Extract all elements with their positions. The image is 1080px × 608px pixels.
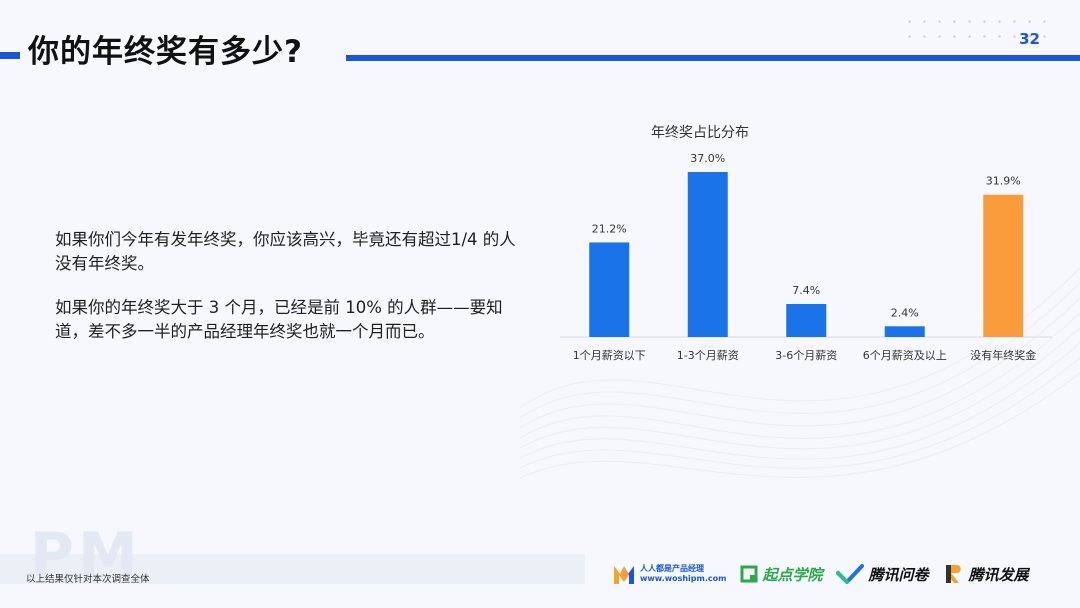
page-title: 你的年终奖有多少?: [28, 34, 303, 70]
partner-logos: 人人都是产品经理 www.woshipm.com 起点学院 腾讯问卷 腾讯发展: [612, 562, 1029, 586]
qidian-name: 起点学院: [762, 565, 823, 584]
paragraph-1: 如果你们今年有发年终奖，你应该高兴，毕竟还有超过1/4 的人没有年终奖。: [55, 230, 516, 273]
data-label-1: 21.2%: [592, 222, 627, 235]
qidian-icon: [740, 565, 758, 583]
woshipm-url: www.woshipm.com: [640, 574, 727, 583]
tencent-dev-logo: 腾讯发展: [943, 562, 1029, 586]
page-number: 32: [1019, 30, 1040, 48]
title-underline: [346, 55, 1080, 61]
tencent-dev-icon: [945, 565, 961, 583]
x-tick-label-2: 1-3个月薪资: [677, 349, 739, 362]
bar-chart: 年终奖占比分布 21.2% 1个月薪资以下 37.0% 1-3个月薪资 7.4% 3-6个…: [560, 124, 1052, 362]
data-label-2: 37.0%: [690, 152, 725, 165]
woshipm-name: 人人都是产品经理: [640, 564, 704, 573]
footer-strip: [0, 554, 585, 584]
paragraph-2: 如果你的年终奖大于 3 个月，已经是前 10% 的人群——要知道，差不多一半的产…: [55, 298, 503, 341]
bar-5: [983, 194, 1024, 337]
background-wave-decoration: [520, 267, 1080, 479]
wenjuan-name: 腾讯问卷: [868, 565, 929, 584]
x-tick-label-3: 3-6个月薪资: [775, 349, 837, 362]
woshipm-icon: [614, 566, 634, 584]
tencent-dev-name: 腾讯发展: [968, 565, 1029, 584]
title-accent-bar: [0, 52, 20, 59]
chart-title: 年终奖占比分布: [651, 124, 749, 141]
data-label-3: 7.4%: [792, 284, 820, 297]
bar-2: [687, 172, 728, 337]
body-text: 如果你们今年有发年终奖，你应该高兴，毕竟还有超过1/4 的人没有年终奖。 如果你…: [55, 228, 530, 364]
bar-3: [786, 304, 827, 337]
woshipm-logo: 人人都是产品经理 www.woshipm.com: [612, 562, 726, 586]
data-label-5: 31.9%: [986, 175, 1021, 188]
x-tick-label-1: 1个月薪资以下: [573, 349, 646, 362]
footnote: 以上结果仅针对本次调查全体: [26, 574, 150, 585]
dot-grid-decoration: [902, 14, 1052, 44]
x-tick-label-4: 6个月薪资及以上: [863, 349, 947, 362]
x-tick-label-5: 没有年终奖金: [970, 348, 1036, 362]
pm-watermark: PM: [30, 520, 142, 590]
bar-4: [884, 326, 925, 337]
data-label-4: 2.4%: [891, 306, 919, 319]
checkmark-icon: [836, 564, 865, 584]
bar-1: [589, 242, 630, 337]
qidian-logo: 起点学院: [740, 564, 822, 585]
wenjuan-logo: 腾讯问卷: [836, 563, 929, 585]
